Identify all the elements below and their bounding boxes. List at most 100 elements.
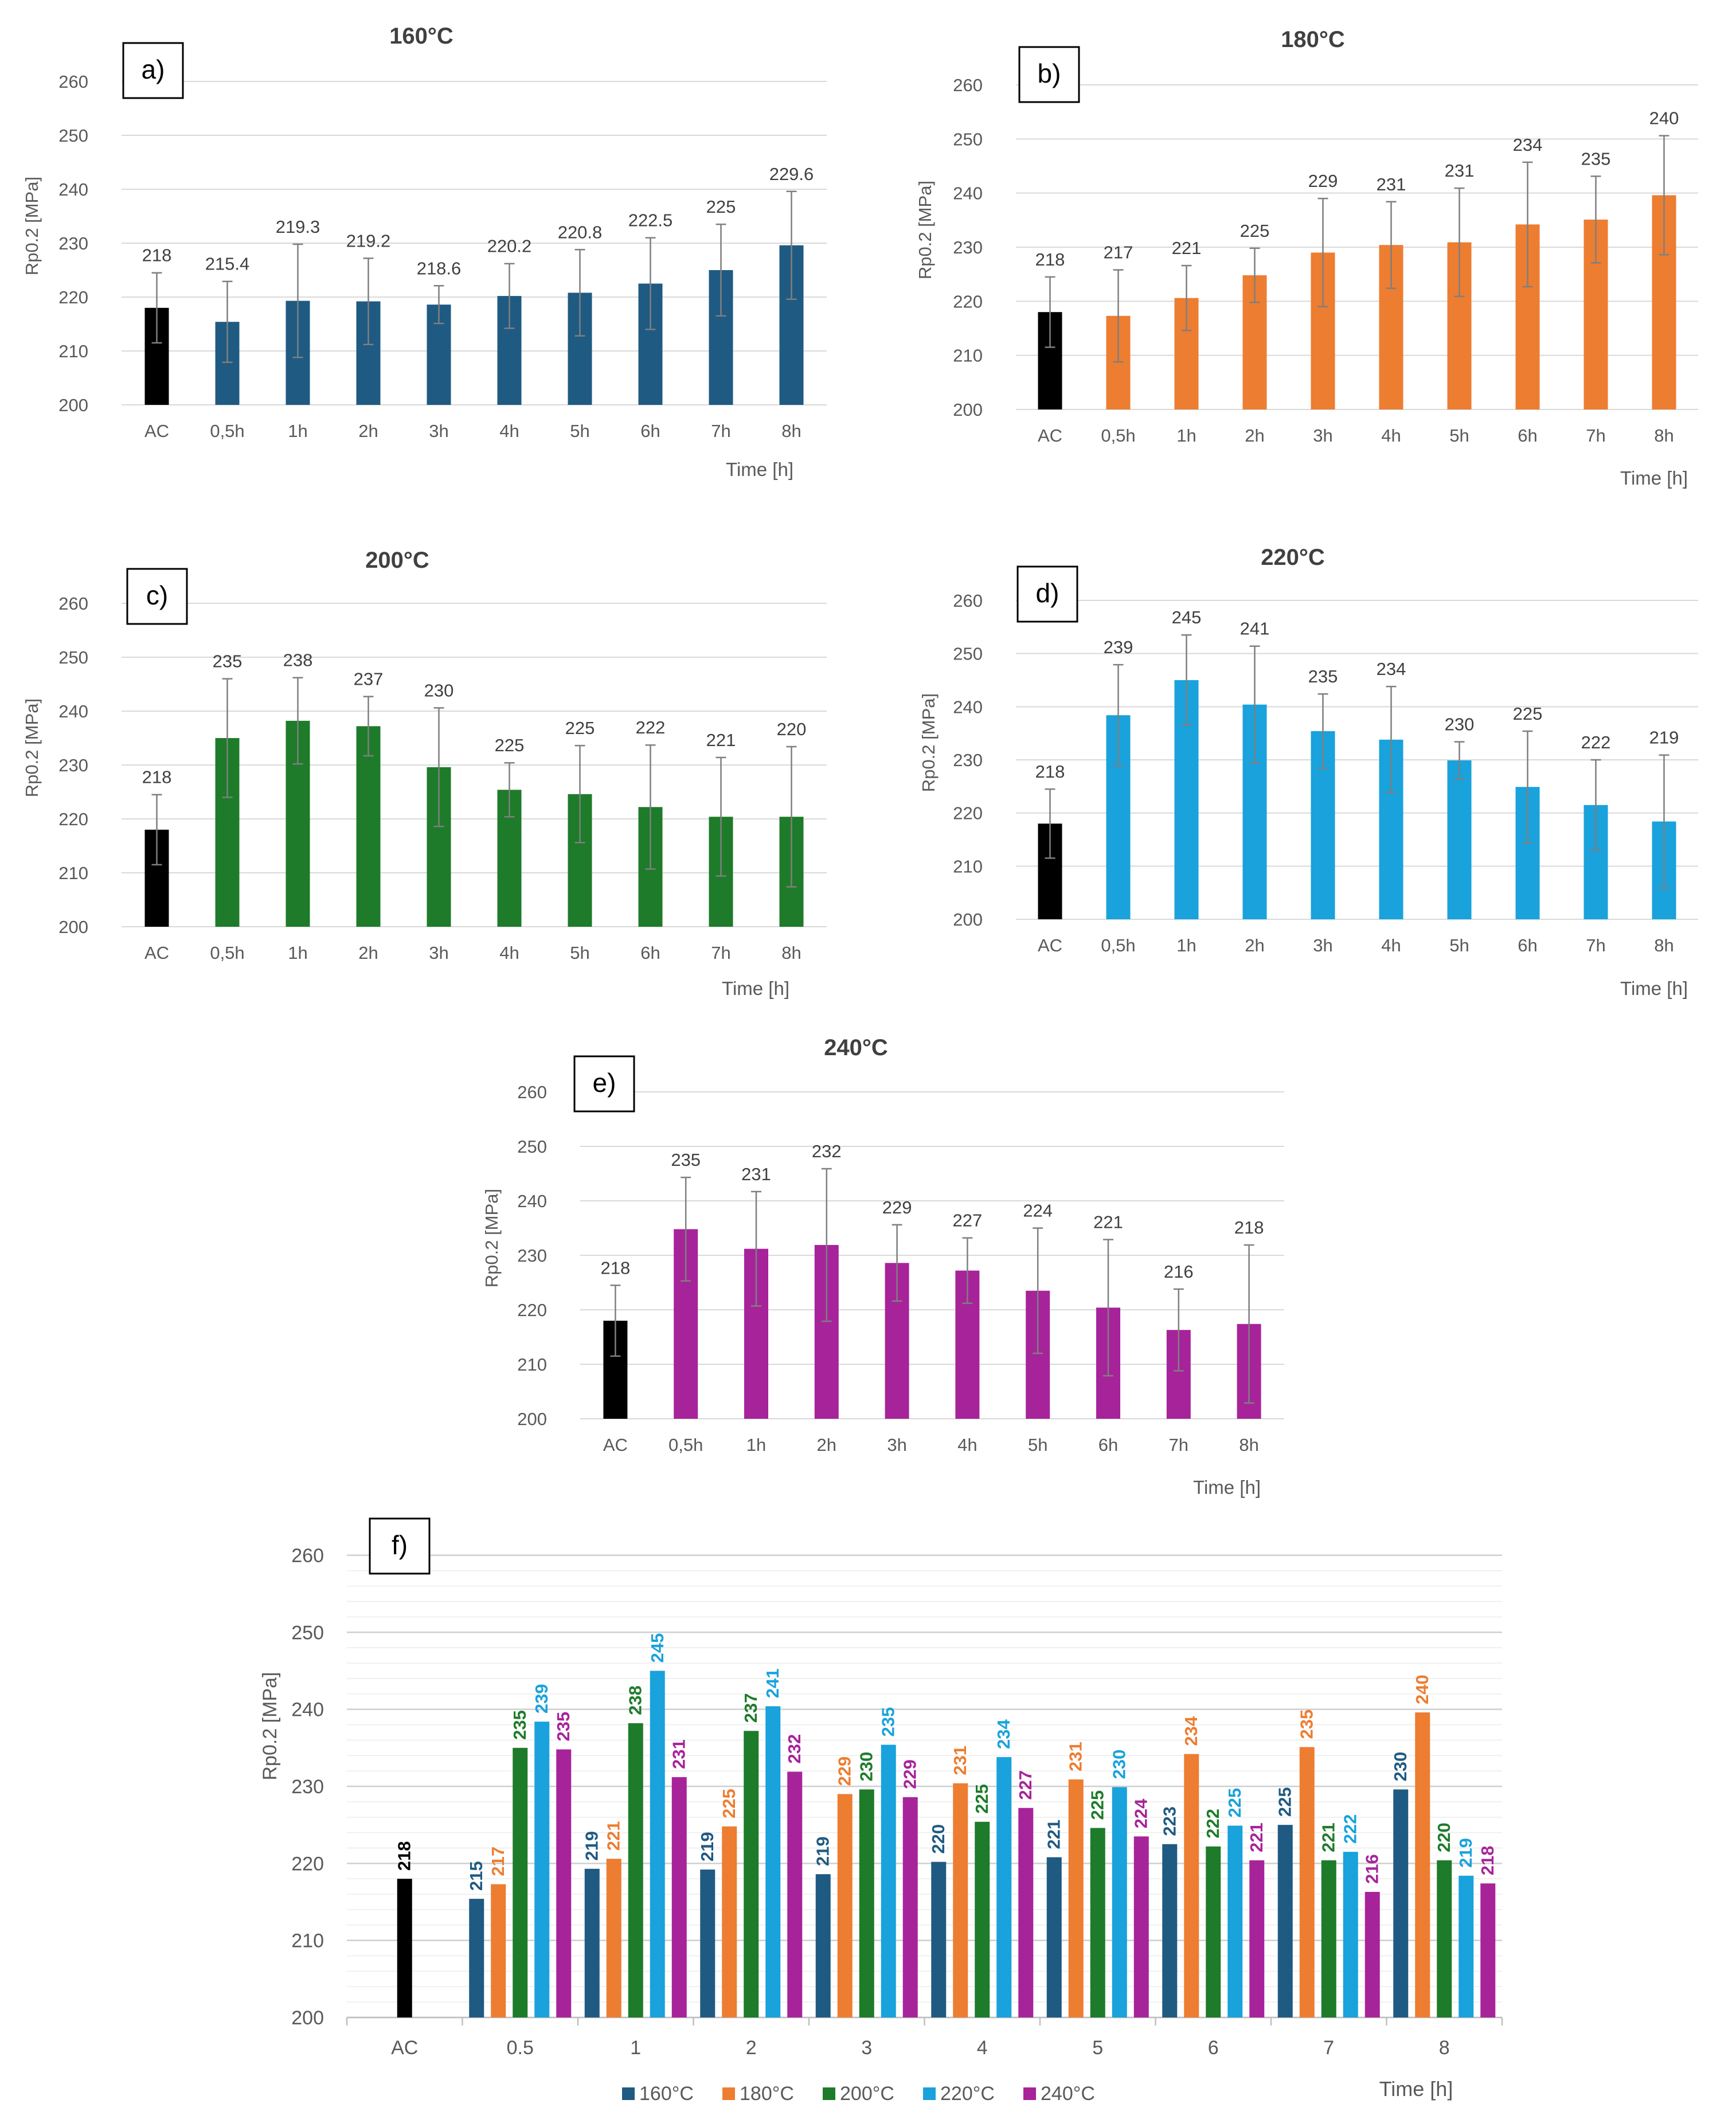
x-tick-label: 1h [1176, 935, 1196, 955]
bar-220c [881, 1744, 896, 2017]
x-tick-label: 7h [1169, 1435, 1188, 1455]
x-tick-label: 1h [288, 421, 307, 441]
legend-label: 220°C [940, 2083, 995, 2105]
data-label: 222 [1581, 732, 1611, 752]
data-label: 238 [625, 1685, 646, 1715]
x-tick-label: 8h [1654, 426, 1674, 446]
x-axis-label: Time [h] [726, 459, 793, 480]
data-label: 219 [1456, 1838, 1476, 1868]
data-label: 219 [1649, 728, 1679, 748]
y-tick-label: 230 [953, 750, 983, 770]
data-label: 231 [950, 1746, 970, 1775]
data-label: 245 [647, 1633, 667, 1663]
panel-label-box [573, 1055, 635, 1113]
x-axis-label: Time [h] [1379, 2077, 1453, 2101]
data-label: 232 [812, 1141, 842, 1161]
data-label: 238 [283, 650, 313, 670]
x-tick-label: 4 [977, 2037, 988, 2059]
data-label: 235 [671, 1150, 701, 1170]
x-tick-label: 2h [817, 1435, 836, 1455]
bar-240c [1018, 1808, 1034, 2017]
x-tick-label: 1h [1176, 426, 1196, 446]
panel-label-box [126, 568, 188, 625]
bar-160c [700, 1870, 715, 2017]
data-label: 229.6 [769, 164, 814, 184]
bar-220c [534, 1722, 550, 2017]
bar-200c [1321, 1860, 1336, 2017]
y-tick-label: 260 [58, 72, 88, 92]
x-tick-label: 5h [570, 943, 589, 963]
data-label: 235 [553, 1712, 573, 1742]
bar-240c [787, 1771, 803, 2017]
data-label: 240 [1412, 1675, 1432, 1704]
data-label: 235 [1297, 1710, 1317, 1739]
x-tick-label: 7h [711, 421, 730, 441]
panel-e: 200 210 220 230 240 250 260 240°C e) Rp0.2 [MPa] T… [482, 1035, 1284, 1498]
data-label: 225 [1275, 1787, 1295, 1817]
bar-160c [1046, 1857, 1062, 2017]
y-tick-label: 250 [953, 129, 983, 149]
x-tick-label: 4h [499, 421, 519, 441]
panel-a: 200 210 220 230 240 250 260 160°C a) Rp0.2 [MPa] T… [22, 24, 827, 480]
data-label: 237 [741, 1693, 761, 1723]
data-label: 222.5 [628, 210, 673, 231]
x-tick-label: 3h [887, 1435, 906, 1455]
panel-label-box [1018, 46, 1080, 103]
x-tick-label: 3h [429, 943, 448, 963]
data-label: 219 [697, 1832, 717, 1861]
x-tick-label: 8h [1239, 1435, 1258, 1455]
panel-f: 200 210 220 230 240 250 260 f) Rp0.2 [MPa] Time [… [259, 1517, 1503, 2105]
data-label: 245 [1172, 607, 1202, 627]
y-tick-label: 220 [953, 803, 983, 824]
data-label: 218 [1035, 249, 1065, 270]
bar-180c [606, 1859, 621, 2017]
data-label: 225 [1225, 1788, 1245, 1818]
data-label: 227 [1015, 1770, 1035, 1800]
data-label: 240 [1649, 108, 1679, 128]
y-tick-label: 220 [517, 1300, 547, 1320]
x-tick-label: 0,5h [1101, 935, 1135, 955]
bar-220c [1112, 1787, 1127, 2017]
x-tick-label: 4h [957, 1435, 977, 1455]
bar-160c [1162, 1844, 1178, 2017]
data-label: 221 [1172, 238, 1202, 258]
bar-240c [1249, 1860, 1265, 2017]
data-label: 237 [354, 669, 384, 689]
y-tick-label: 260 [953, 591, 983, 611]
bar-200c [1437, 1860, 1452, 2017]
y-tick-label: 250 [291, 1622, 324, 1644]
x-tick-label: 4h [1381, 426, 1401, 446]
x-tick-label: 1h [288, 943, 307, 963]
y-tick-label: 240 [517, 1191, 547, 1211]
bar-180c [837, 1794, 853, 2017]
legend-swatch [923, 2087, 936, 2100]
bar-5h [1447, 760, 1472, 919]
data-label: 229 [1308, 171, 1338, 191]
x-tick-label: 5h [1449, 935, 1469, 955]
y-tick-label: 240 [291, 1699, 324, 1721]
chart-title: 180°C [1281, 27, 1345, 52]
legend-swatch [823, 2087, 835, 2100]
x-tick-label: 2h [1245, 935, 1264, 955]
legend-label: 180°C [740, 2083, 794, 2105]
data-label: 234 [994, 1719, 1014, 1749]
bar-180c [953, 1783, 968, 2017]
data-label: 222 [1340, 1814, 1360, 1844]
y-tick-label: 210 [953, 346, 983, 366]
data-label: 219.2 [346, 231, 391, 251]
x-tick-label: AC [144, 421, 169, 441]
data-label: 220 [777, 719, 807, 739]
y-tick-label: 260 [58, 594, 88, 614]
data-label: 221 [1044, 1820, 1064, 1849]
data-label: 230 [1445, 714, 1475, 734]
y-tick-label: 240 [953, 184, 983, 204]
bar-200c [975, 1821, 990, 2017]
y-axis-label: Rp0.2 [MPa] [918, 693, 939, 792]
x-tick-label: AC [391, 2037, 418, 2059]
x-tick-label: 5 [1092, 2037, 1103, 2059]
data-label: 231 [1066, 1742, 1086, 1771]
x-tick-label: 1h [746, 1435, 766, 1455]
data-label: 217 [1104, 243, 1133, 263]
x-tick-label: 4h [1381, 935, 1401, 955]
